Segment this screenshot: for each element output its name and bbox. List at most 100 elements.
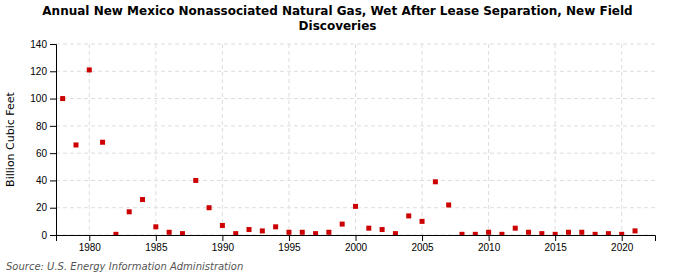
x-grid-line bbox=[488, 44, 489, 235]
y-grid-line bbox=[56, 125, 655, 126]
point bbox=[140, 197, 145, 202]
title-line: Discoveries bbox=[299, 19, 377, 33]
x-grid-line bbox=[288, 44, 289, 235]
point bbox=[193, 178, 198, 183]
y-tick-mark bbox=[50, 44, 56, 45]
x-tick-mark bbox=[555, 235, 556, 241]
grid bbox=[56, 44, 655, 235]
point bbox=[100, 140, 105, 145]
point bbox=[433, 179, 438, 184]
y-tick-mark bbox=[50, 180, 56, 181]
point bbox=[247, 227, 252, 232]
x-tick-label: 2010 bbox=[478, 242, 501, 253]
x-tick-mark bbox=[222, 235, 223, 241]
x-tick: 2000 bbox=[345, 235, 368, 253]
x-grid-line bbox=[89, 44, 90, 235]
point bbox=[366, 226, 371, 231]
point bbox=[286, 230, 291, 235]
y-grid-line bbox=[56, 71, 655, 72]
y-tick-label: 140 bbox=[30, 39, 47, 50]
x-tick: 1985 bbox=[145, 235, 168, 253]
y-tick-mark bbox=[50, 153, 56, 154]
x-tick: 2020 bbox=[611, 235, 634, 253]
title-line: Annual New Mexico Nonassociated Natural … bbox=[42, 4, 632, 18]
point bbox=[406, 213, 411, 218]
x-tick: 2015 bbox=[545, 235, 568, 253]
x-tick-label: 2005 bbox=[411, 242, 434, 253]
y-tick-mark bbox=[50, 126, 56, 127]
x-tick-label: 1980 bbox=[79, 242, 102, 253]
point bbox=[300, 230, 305, 235]
point bbox=[633, 228, 638, 233]
x-tick-mark bbox=[422, 235, 423, 241]
y-tick-label: 120 bbox=[30, 66, 47, 77]
x-grid-line bbox=[222, 44, 223, 235]
y-grid-line bbox=[56, 180, 655, 181]
y-tick: 0 bbox=[41, 230, 56, 241]
x-tick-mark bbox=[622, 235, 623, 241]
y-tick-label: 0 bbox=[41, 230, 47, 241]
point bbox=[393, 231, 398, 235]
x-tick: 1980 bbox=[79, 235, 102, 253]
x-tick-mark bbox=[156, 235, 157, 241]
point bbox=[566, 230, 571, 235]
x-tick: 2010 bbox=[478, 235, 501, 253]
x-tick-mark bbox=[89, 235, 90, 241]
x-tick: 2005 bbox=[411, 235, 434, 253]
x-grid-line bbox=[555, 44, 556, 235]
point bbox=[167, 230, 172, 235]
x-tick-label: 1990 bbox=[212, 242, 235, 253]
x-tick-label: 1985 bbox=[145, 242, 168, 253]
y-tick-label: 40 bbox=[36, 175, 48, 186]
x-tick-label: 1995 bbox=[278, 242, 301, 253]
y-tick: 60 bbox=[36, 148, 56, 159]
y-tick-label: 20 bbox=[36, 202, 48, 213]
point bbox=[486, 230, 491, 235]
point bbox=[73, 142, 78, 147]
point bbox=[539, 231, 544, 235]
x-axis-line bbox=[57, 236, 656, 242]
y-tick: 140 bbox=[30, 39, 56, 50]
point bbox=[273, 224, 278, 229]
y-axis: 0 20 40 60 80 100 120 140 bbox=[30, 39, 56, 241]
point bbox=[579, 230, 584, 235]
x-tick-mark bbox=[489, 235, 490, 241]
x-grid-line bbox=[422, 44, 423, 235]
point bbox=[207, 205, 212, 210]
chart: 1980 1985 1990 1995 2000 2005 2010 2015 2020 0 20 4… bbox=[0, 0, 675, 275]
point bbox=[127, 209, 132, 214]
y-tick: 40 bbox=[36, 175, 56, 186]
y-tick-mark bbox=[50, 71, 56, 72]
y-tick-label: 80 bbox=[36, 121, 48, 132]
point bbox=[513, 226, 518, 231]
y-tick-mark bbox=[50, 208, 56, 209]
y-grid-line bbox=[56, 44, 655, 45]
point bbox=[353, 204, 358, 209]
x-tick-label: 2020 bbox=[611, 242, 634, 253]
point bbox=[606, 231, 611, 235]
point bbox=[446, 202, 451, 207]
title: Annual New Mexico Nonassociated Natural … bbox=[42, 4, 632, 33]
x-tick-mark bbox=[356, 235, 357, 241]
y-tick: 100 bbox=[30, 93, 56, 104]
point bbox=[313, 231, 318, 235]
point bbox=[87, 67, 92, 72]
point bbox=[220, 223, 225, 228]
point bbox=[180, 231, 185, 235]
point bbox=[260, 228, 265, 233]
point bbox=[420, 219, 425, 224]
y-grid-line bbox=[56, 153, 655, 154]
point bbox=[380, 227, 385, 232]
y-axis-line bbox=[50, 45, 57, 236]
point bbox=[153, 224, 158, 229]
x-tick-label: 2015 bbox=[545, 242, 568, 253]
y-grid-line bbox=[56, 98, 655, 99]
x-tick: 1990 bbox=[212, 235, 235, 253]
y-axis-title: Billion Cubic Feet bbox=[4, 91, 17, 186]
y-tick-label: 60 bbox=[36, 148, 48, 159]
y-tick-label: 100 bbox=[30, 93, 47, 104]
annotation: Source: U.S. Energy Information Administ… bbox=[6, 261, 243, 272]
point bbox=[233, 231, 238, 235]
points bbox=[60, 67, 637, 235]
point bbox=[326, 230, 331, 235]
